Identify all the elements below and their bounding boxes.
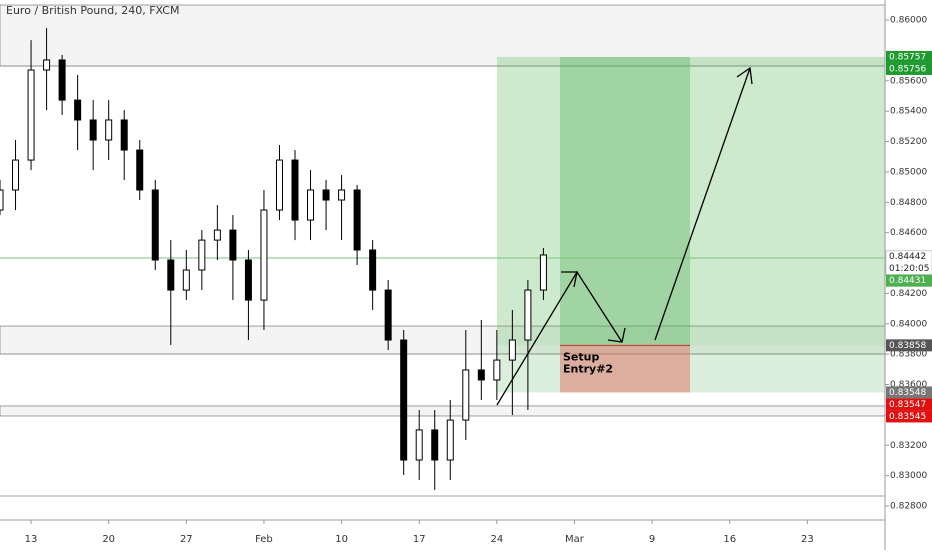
price-label: 0.83547 bbox=[889, 400, 926, 410]
price-label-box bbox=[886, 274, 932, 287]
stop-zone-light bbox=[497, 345, 885, 393]
price-label: 0.85757 bbox=[889, 52, 926, 62]
zone bbox=[0, 4, 886, 67]
y-tick-label: 0.84000 bbox=[890, 319, 927, 329]
candle-body bbox=[167, 259, 175, 291]
chart-title: Euro / British Pound, 240, FXCM bbox=[6, 4, 179, 17]
x-tick-label: 9 bbox=[649, 534, 655, 545]
price-label: 0.83545 bbox=[889, 412, 926, 422]
y-tick-label: 0.85000 bbox=[890, 167, 927, 177]
arrow-path bbox=[654, 67, 751, 341]
price-label-box bbox=[886, 410, 932, 423]
candle-body bbox=[105, 119, 113, 141]
candle-body bbox=[307, 189, 315, 221]
position-label: Entry#2 bbox=[563, 362, 613, 375]
x-tick-label: Feb bbox=[255, 534, 273, 545]
candle-body bbox=[120, 119, 128, 151]
candle-body bbox=[229, 229, 237, 261]
y-tick-label: 0.83000 bbox=[890, 471, 927, 481]
price-label: 0.83548 bbox=[889, 388, 926, 398]
arrowhead bbox=[561, 271, 578, 288]
x-tick-label: Mar bbox=[565, 534, 585, 545]
arrowhead bbox=[607, 327, 626, 343]
candle-body bbox=[213, 229, 221, 241]
y-tick-label: 0.85200 bbox=[890, 137, 927, 147]
y-tick-label: 0.84800 bbox=[890, 198, 927, 208]
candle-body bbox=[338, 189, 346, 201]
y-tick-label: 0.83200 bbox=[890, 441, 927, 451]
y-tick-label: 0.84200 bbox=[890, 289, 927, 299]
candle-body bbox=[74, 99, 82, 121]
candle-body bbox=[0, 189, 4, 211]
price-label-box bbox=[886, 62, 932, 75]
x-tick-label: 24 bbox=[490, 534, 503, 545]
stop-zone bbox=[560, 345, 690, 393]
candle-body bbox=[446, 419, 454, 461]
y-tick-label: 0.83600 bbox=[890, 380, 927, 390]
arrowhead bbox=[736, 66, 753, 85]
candle-body bbox=[275, 159, 283, 211]
candle-body bbox=[462, 369, 470, 421]
candle-body bbox=[27, 69, 35, 161]
y-tick-label: 0.82800 bbox=[890, 502, 927, 512]
candle-body bbox=[539, 254, 547, 291]
x-tick-label: 27 bbox=[180, 534, 193, 545]
candle-body bbox=[182, 269, 190, 291]
x-tick-label: 13 bbox=[25, 534, 38, 545]
price-label-box bbox=[886, 339, 932, 352]
candle-body bbox=[12, 159, 20, 191]
candle-body bbox=[198, 239, 206, 271]
y-tick-label: 0.85400 bbox=[890, 107, 927, 117]
position-label: Setup bbox=[563, 350, 599, 363]
candle-body bbox=[384, 289, 392, 341]
candle-body bbox=[43, 59, 51, 71]
candle-body bbox=[291, 159, 299, 221]
target-zone bbox=[560, 56, 690, 346]
y-tick-label: 0.83800 bbox=[890, 350, 927, 360]
candle-body bbox=[58, 59, 66, 101]
price-countdown: 01:20:05 bbox=[889, 264, 929, 274]
price-label: 0.84431 bbox=[889, 276, 926, 286]
x-tick-label: 10 bbox=[335, 534, 348, 545]
price-label: 0.83858 bbox=[889, 341, 926, 351]
y-tick-label: 0.84600 bbox=[890, 228, 927, 238]
x-tick-label: 23 bbox=[801, 534, 814, 545]
y-tick-label: 0.85600 bbox=[890, 76, 927, 86]
candle-body bbox=[136, 149, 144, 191]
candle-body bbox=[524, 289, 532, 341]
candle-body bbox=[477, 369, 485, 381]
candle-body bbox=[322, 189, 330, 201]
price-label-box bbox=[886, 398, 932, 411]
price-label-box bbox=[886, 386, 932, 399]
price-label-box bbox=[886, 50, 932, 63]
candle-body bbox=[400, 339, 408, 461]
arrows bbox=[496, 66, 753, 406]
candle-body bbox=[431, 429, 439, 461]
y-tick-label: 0.86000 bbox=[890, 16, 927, 26]
x-tick-label: 17 bbox=[413, 534, 426, 545]
candle-body bbox=[508, 339, 516, 361]
candle-body bbox=[369, 249, 377, 291]
candle-body bbox=[493, 359, 501, 381]
x-tick-label: 16 bbox=[723, 534, 736, 545]
x-tick-label: 20 bbox=[102, 534, 115, 545]
price-label: 0.84442 bbox=[889, 252, 926, 262]
candle-body bbox=[260, 209, 268, 301]
candle-body bbox=[353, 189, 361, 251]
candle-body bbox=[415, 429, 423, 461]
candle-body bbox=[244, 259, 252, 301]
candle-body bbox=[151, 189, 159, 261]
zone bbox=[0, 405, 886, 417]
target-zone-light bbox=[497, 56, 885, 346]
price-label: 0.85756 bbox=[889, 64, 926, 74]
candle-body bbox=[89, 119, 97, 141]
